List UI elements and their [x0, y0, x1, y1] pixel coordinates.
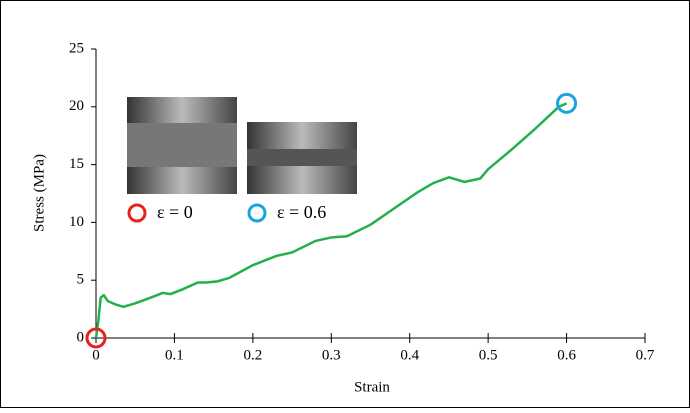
- y-tick-label: 5: [77, 272, 85, 288]
- x-axis-label: Strain: [354, 379, 390, 395]
- x-tick-label: 0.6: [557, 347, 576, 363]
- x-tick-label: 0.2: [243, 347, 262, 363]
- annotation: ε = 0: [157, 202, 193, 222]
- point-marker: [556, 92, 578, 114]
- point-marker: [85, 327, 107, 349]
- x-tick-label: 0.4: [400, 347, 419, 363]
- x-tick-label: 0.1: [165, 347, 184, 363]
- y-tick-label: 20: [69, 98, 84, 114]
- x-tick-label: 0.7: [636, 347, 655, 363]
- photo: [247, 122, 357, 194]
- x-tick-label: 0.5: [479, 347, 498, 363]
- y-tick-label: 15: [69, 156, 84, 172]
- x-tick-label: 0.3: [322, 347, 341, 363]
- y-tick-label: 25: [69, 40, 84, 56]
- line: [94, 102, 568, 339]
- annotation-marker: [127, 203, 147, 223]
- y-tick-label: 0: [77, 329, 85, 345]
- y-axis-label: Stress (MPa): [31, 154, 47, 232]
- x-tick-label: 0: [92, 347, 100, 363]
- photo: [127, 97, 237, 194]
- y-tick-label: 10: [69, 214, 84, 230]
- annotation: ε = 0.6: [277, 202, 326, 222]
- annotation-marker: [247, 203, 267, 223]
